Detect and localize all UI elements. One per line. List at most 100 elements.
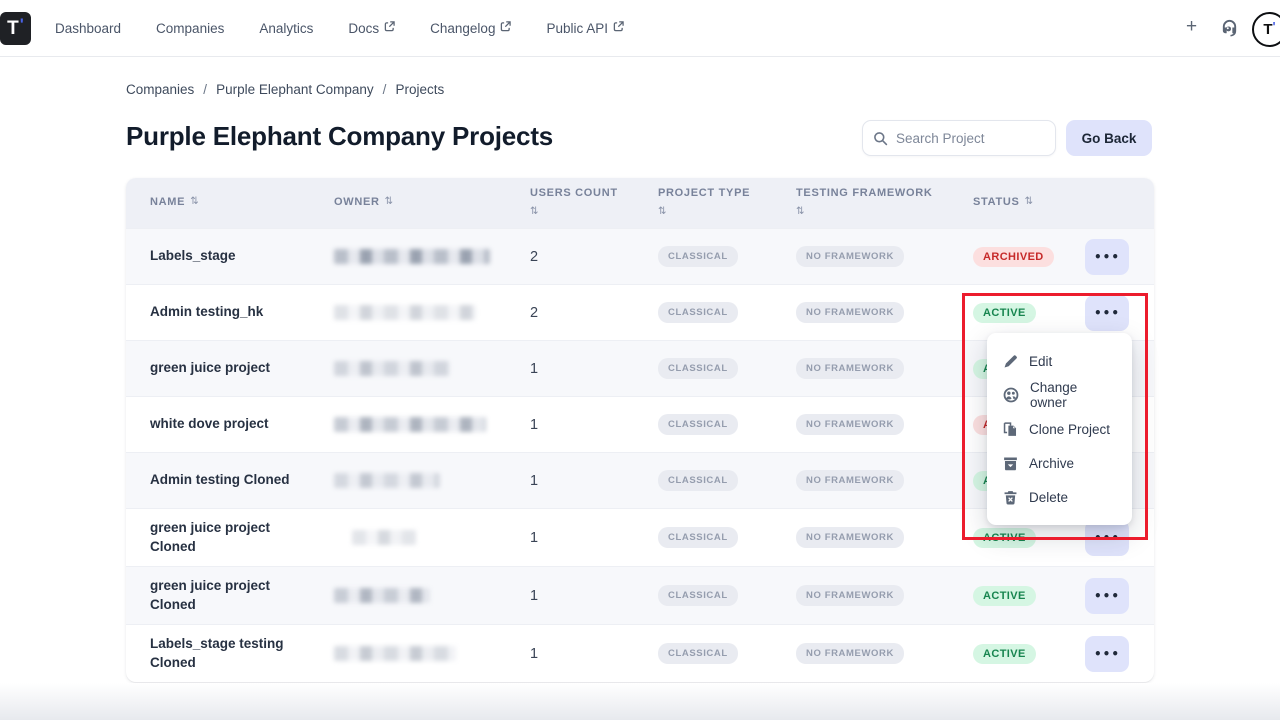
menu-item-delete[interactable]: Delete — [987, 480, 1132, 514]
project-type-badge: CLASSICAL — [658, 643, 738, 664]
owner-redacted — [334, 417, 486, 432]
owner-redacted — [334, 361, 450, 376]
owner-redacted — [334, 646, 456, 661]
column-header-project-type[interactable]: PROJECT TYPE ⇅ — [658, 187, 751, 218]
project-type-badge: CLASSICAL — [658, 470, 738, 491]
status-badge: ACTIVE — [973, 527, 1036, 548]
users-count: 1 — [530, 529, 539, 546]
page-bottom-fade — [0, 683, 1280, 720]
sort-icon: ⇅ — [190, 196, 200, 208]
project-type-badge: CLASSICAL — [658, 302, 738, 323]
users-count: 1 — [530, 587, 539, 604]
change-owner-icon — [1003, 387, 1019, 403]
project-name: green juice project Cloned — [150, 578, 271, 612]
row-actions-menu: Edit Change owner Clone Project Archive … — [987, 333, 1132, 525]
project-type-badge: CLASSICAL — [658, 527, 738, 548]
column-header-users-count[interactable]: USERS COUNT ⇅ — [530, 187, 618, 218]
sort-icon: ⇅ — [530, 206, 540, 218]
table-row: green juice project Cloned 1 CLASSICAL N… — [126, 566, 1154, 624]
nav-item-public-api[interactable]: Public API — [546, 21, 624, 36]
projects-table: NAME ⇅ OWNER ⇅ USERS COUNT ⇅ PROJECT TYPE ⇅ … — [126, 178, 1154, 682]
breadcrumb: Companies / Purple Elephant Company / Pr… — [126, 82, 444, 97]
row-actions-button-open[interactable]: ••• — [1085, 294, 1129, 331]
breadcrumb-projects[interactable]: Projects — [395, 82, 445, 97]
sort-icon: ⇅ — [1024, 196, 1034, 208]
testing-framework-badge: NO FRAMEWORK — [796, 246, 904, 267]
table-header-row: NAME ⇅ OWNER ⇅ USERS COUNT ⇅ PROJECT TYPE ⇅ … — [126, 178, 1154, 228]
nav-item-docs[interactable]: Docs — [348, 21, 395, 36]
pencil-icon — [1004, 354, 1017, 367]
testing-framework-badge: NO FRAMEWORK — [796, 302, 904, 323]
status-badge: ACTIVE — [973, 643, 1036, 664]
project-name: green juice project — [150, 360, 271, 376]
users-count: 2 — [530, 248, 539, 265]
table-row: Labels_stage testing Cloned 1 CLASSICAL … — [126, 624, 1154, 682]
breadcrumb-separator: / — [382, 82, 387, 97]
menu-item-edit[interactable]: Edit — [987, 344, 1132, 378]
users-count: 1 — [530, 360, 539, 377]
owner-redacted — [334, 305, 476, 320]
table-row: green juice project Cloned 1 CLASSICAL N… — [126, 508, 1154, 566]
logo-letter: T — [7, 17, 19, 39]
sort-icon: ⇅ — [796, 206, 806, 218]
row-actions-button[interactable]: ••• — [1085, 238, 1129, 275]
testing-framework-badge: NO FRAMEWORK — [796, 527, 904, 548]
project-name: Admin testing Cloned — [150, 472, 290, 488]
row-actions-button[interactable]: ••• — [1085, 577, 1129, 614]
owner-redacted — [352, 530, 416, 545]
project-type-badge: CLASSICAL — [658, 358, 738, 379]
project-name: Labels_stage testing Cloned — [150, 636, 284, 670]
nav-item-dashboard[interactable]: Dashboard — [55, 20, 122, 36]
go-back-button[interactable]: Go Back — [1066, 120, 1152, 156]
clone-icon — [1003, 421, 1017, 436]
table-row: Admin testing_hk 2 CLASSICAL NO FRAMEWOR… — [126, 284, 1154, 340]
table-row: Admin testing Cloned 1 CLASSICAL NO FRAM… — [126, 452, 1154, 508]
column-header-name[interactable]: NAME ⇅ — [150, 196, 200, 209]
menu-item-clone-project[interactable]: Clone Project — [987, 412, 1132, 446]
table-row: Labels_stage 2 CLASSICAL NO FRAMEWORK AR… — [126, 228, 1154, 284]
sort-icon: ⇅ — [384, 196, 394, 208]
testing-framework-badge: NO FRAMEWORK — [796, 470, 904, 491]
column-header-owner[interactable]: OWNER ⇅ — [334, 196, 394, 209]
menu-item-change-owner[interactable]: Change owner — [987, 378, 1132, 412]
user-avatar[interactable]: T ' — [1252, 12, 1280, 47]
project-type-badge: CLASSICAL — [658, 585, 738, 606]
external-link-icon — [501, 20, 512, 31]
users-count: 2 — [530, 304, 539, 321]
page-title: Purple Elephant Company Projects — [126, 121, 554, 151]
add-button[interactable]: + — [1186, 16, 1198, 37]
external-link-icon — [613, 20, 624, 31]
menu-item-archive[interactable]: Archive — [987, 446, 1132, 480]
users-count: 1 — [530, 472, 539, 489]
row-actions-button[interactable]: ••• — [1085, 635, 1129, 672]
external-link-icon — [384, 20, 395, 31]
search-input[interactable] — [896, 130, 1036, 146]
app-logo[interactable]: T ' — [0, 11, 31, 45]
search-icon — [874, 131, 888, 145]
logo-accent-mark: ' — [19, 14, 24, 34]
column-header-testing-framework[interactable]: TESTING FRAMEWORK ⇅ — [796, 187, 933, 218]
status-badge: ACTIVE — [973, 585, 1036, 606]
status-badge: ACTIVE — [973, 302, 1036, 323]
breadcrumb-companies[interactable]: Companies — [126, 82, 195, 97]
status-badge: ARCHIVED — [973, 246, 1054, 267]
project-name: white dove project — [150, 416, 269, 432]
nav-item-companies[interactable]: Companies — [156, 20, 225, 36]
archive-icon — [1004, 457, 1017, 470]
sort-icon: ⇅ — [658, 206, 668, 218]
owner-redacted — [334, 588, 430, 603]
owner-redacted — [334, 473, 440, 488]
support-headset-icon[interactable] — [1220, 18, 1239, 42]
project-type-badge: CLASSICAL — [658, 414, 738, 435]
column-header-status[interactable]: STATUS ⇅ — [973, 196, 1034, 209]
nav-items: Dashboard Companies Analytics Docs Chang… — [55, 21, 624, 36]
nav-item-changelog[interactable]: Changelog — [430, 20, 512, 36]
breadcrumb-company[interactable]: Purple Elephant Company — [216, 82, 374, 97]
users-count: 1 — [530, 416, 539, 433]
nav-item-analytics[interactable]: Analytics — [259, 20, 314, 36]
top-nav-bar: T ' Dashboard Companies Analytics Docs Ch… — [0, 0, 1280, 57]
users-count: 1 — [530, 645, 539, 662]
project-type-badge: CLASSICAL — [658, 246, 738, 267]
testing-framework-badge: NO FRAMEWORK — [796, 585, 904, 606]
